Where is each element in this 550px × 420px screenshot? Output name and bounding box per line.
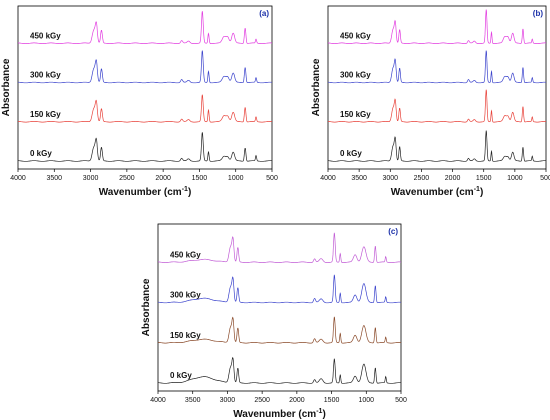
chart-a-x-tick-label: 4000	[10, 175, 26, 182]
chart-b-x-tick-label: 1000	[507, 175, 523, 182]
chart-a-series-label: 0 kGy	[30, 149, 52, 158]
chart-c-series-label: 0 kGy	[170, 371, 192, 380]
chart-a-x-tick-label: 3500	[46, 175, 62, 182]
chart-c-x-tick-label: 2000	[289, 397, 305, 404]
chart-a-x-tick-label: 3000	[83, 175, 99, 182]
chart-b-plot-frame	[327, 5, 547, 170]
chart-c-plot-frame	[157, 223, 402, 392]
chart-b-series-line	[328, 89, 546, 123]
chart-a-panel-label: (a)	[259, 9, 269, 18]
chart-c-x-axis-label: Wavenumber (cm-1)	[233, 408, 326, 420]
chart-c-x-tick-label: 1500	[324, 397, 340, 404]
chart-c-x-tick-label: 3000	[220, 397, 236, 404]
chart-c-panel-label: (c)	[388, 227, 398, 236]
chart-a-x-tick-label: 1000	[228, 175, 244, 182]
chart-panel-a: 4000 3500 3000 2500 2000 1500 1000 500 Wavenumbe…	[0, 0, 278, 200]
chart-b-x-tick-label: 500	[540, 175, 550, 182]
chart-b-x-tick-label: 4000	[320, 175, 336, 182]
chart-a-series-line	[18, 94, 272, 123]
chart-b-x-tick-label: 2000	[445, 175, 461, 182]
chart-b-panel-label: (b)	[533, 9, 544, 18]
chart-svg-a: 4000 3500 3000 2500 2000 1500 1000 500 Wavenumbe…	[1, 5, 278, 198]
chart-b-x-tick-label: 3500	[351, 175, 367, 182]
chart-b-series-label: 450 kGy	[340, 31, 371, 40]
chart-a-y-axis-label: Absorbance	[1, 58, 12, 116]
chart-svg-c: 4000 3500 3000 2500 2000 1500 1000 500 Wavenumbe…	[141, 223, 407, 420]
chart-c-x-tick-label: 4000	[150, 397, 166, 404]
chart-a-x-tick-label: 1500	[192, 175, 208, 182]
chart-c-series-line	[158, 232, 401, 263]
chart-b-series-label: 150 kGy	[340, 110, 371, 119]
chart-svg-b: 4000 3500 3000 2500 2000 1500 1000 500 Wavenumbe…	[311, 5, 550, 198]
chart-c-y-axis-label: Absorbance	[141, 278, 152, 336]
chart-b-x-tick-label: 1500	[476, 175, 492, 182]
chart-a-series-label: 300 kGy	[30, 71, 61, 80]
chart-a-series-line	[18, 132, 272, 162]
chart-c-series-line	[158, 274, 401, 304]
chart-a-x-axis-label: Wavenumber (cm-1)	[99, 186, 192, 198]
chart-b-x-axis-label: Wavenumber (cm-1)	[391, 186, 484, 198]
chart-a-x-tick-label: 500	[266, 175, 278, 182]
chart-b-x-tick-label: 2500	[414, 175, 430, 182]
chart-c-series-label: 150 kGy	[170, 331, 201, 340]
chart-c-series-line	[158, 356, 401, 384]
chart-panel-b: 4000 3500 3000 2500 2000 1500 1000 500 Wavenumbe…	[275, 0, 550, 200]
chart-c-x-tick-label: 3500	[185, 397, 201, 404]
chart-a-series-label: 450 kGy	[30, 31, 61, 40]
chart-c-x-tick-label: 500	[395, 397, 407, 404]
chart-a-series-line	[18, 11, 272, 44]
chart-a-x-tick-label: 2000	[155, 175, 171, 182]
chart-c-x-tick-label: 1000	[358, 397, 374, 404]
chart-a-plot-frame	[17, 5, 273, 170]
chart-a-x-tick-label: 2500	[119, 175, 135, 182]
chart-a-series-label: 150 kGy	[30, 110, 61, 119]
chart-b-series-line	[328, 130, 546, 162]
chart-b-series-label: 300 kGy	[340, 71, 371, 80]
chart-b-series-line	[328, 50, 546, 84]
chart-panel-c: 4000 3500 3000 2500 2000 1500 1000 500 Wavenumbe…	[135, 212, 410, 420]
chart-c-x-tick-label: 2500	[254, 397, 270, 404]
chart-c-series-line	[158, 316, 401, 344]
chart-b-y-axis-label: Absorbance	[311, 58, 322, 116]
chart-c-series-label: 300 kGy	[170, 291, 201, 300]
chart-b-series-label: 0 kGy	[340, 149, 362, 158]
chart-a-series-line	[18, 50, 272, 84]
chart-b-x-tick-label: 3000	[382, 175, 398, 182]
chart-c-series-label: 450 kGy	[170, 250, 201, 259]
chart-b-series-line	[328, 9, 546, 44]
